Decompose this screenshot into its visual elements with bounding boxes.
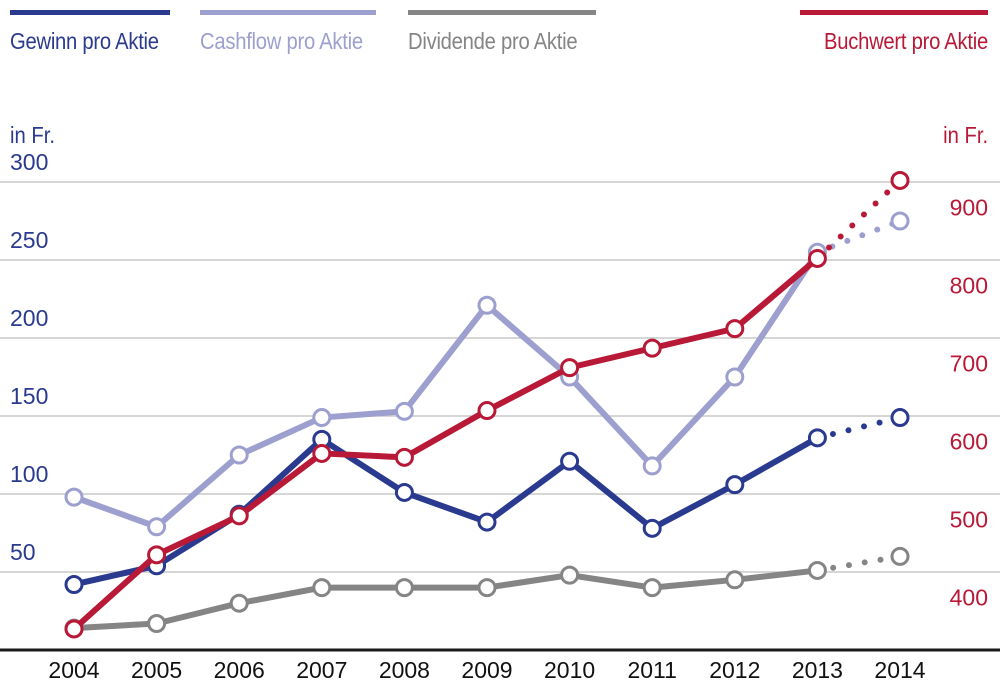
legend-label-buchwert: Buchwert pro Aktie	[823, 28, 988, 54]
legend-label-gewinn: Gewinn pro Aktie	[10, 28, 159, 54]
legend-dividende: Dividende pro Aktie	[408, 10, 596, 60]
data-point	[64, 574, 84, 594]
x-tick-label: 2010	[544, 657, 595, 683]
legend-gewinn: Gewinn pro Aktie	[10, 10, 170, 60]
data-point	[807, 428, 827, 448]
data-point	[890, 211, 910, 231]
data-point	[147, 613, 167, 633]
series-line	[71, 249, 821, 530]
data-point	[394, 482, 414, 502]
data-point	[890, 546, 910, 566]
right-tick-label: 700	[950, 351, 988, 377]
series-line	[71, 434, 821, 588]
data-point	[229, 445, 249, 465]
legend-buchwert: Buchwert pro Aktie	[800, 10, 988, 60]
data-point	[64, 487, 84, 507]
x-tick-label: 2011	[627, 657, 676, 683]
x-tick-label: 2009	[461, 657, 512, 683]
x-tick-label: 2005	[131, 657, 182, 683]
x-tick-label: 2008	[379, 657, 430, 683]
data-point	[477, 401, 497, 421]
left-tick-label: 50	[10, 539, 36, 565]
data-point	[64, 619, 84, 639]
x-tick-label: 2013	[792, 657, 843, 683]
legend-label-cashflow: Cashflow pro Aktie	[200, 28, 363, 54]
data-point	[394, 578, 414, 598]
series-gewinn	[64, 408, 910, 594]
data-point	[229, 593, 249, 613]
data-point	[642, 578, 662, 598]
data-point	[725, 475, 745, 495]
data-point	[890, 170, 910, 190]
legend-cashflow: Cashflow pro Aktie	[200, 10, 376, 60]
series-dividende	[64, 546, 910, 638]
legend-label-dividende: Dividende pro Aktie	[408, 28, 578, 54]
data-point	[807, 560, 827, 580]
data-point	[147, 545, 167, 565]
x-tick-label: 2012	[709, 657, 760, 683]
data-point	[725, 570, 745, 590]
data-point	[477, 578, 497, 598]
series-buchwert	[64, 170, 910, 639]
right-tick-label: 500	[950, 507, 988, 533]
x-tick-label: 2007	[296, 657, 347, 683]
data-point	[147, 517, 167, 537]
series-cashflow	[64, 211, 910, 537]
series-line	[71, 567, 821, 632]
right-tick-label: 800	[950, 273, 988, 299]
data-point	[642, 456, 662, 476]
right-tick-label: 600	[950, 429, 988, 455]
data-point	[312, 408, 332, 428]
series-line-estimate	[814, 414, 903, 441]
series-line	[71, 255, 821, 632]
data-point	[394, 447, 414, 467]
data-point	[560, 358, 580, 378]
data-point	[560, 565, 580, 585]
data-point	[477, 512, 497, 532]
right-tick-label: 900	[950, 195, 988, 221]
left-tick-label: 100	[10, 461, 48, 487]
series-line-estimate	[814, 177, 903, 262]
x-tick-label: 2006	[214, 657, 265, 683]
data-point	[642, 338, 662, 358]
data-point	[229, 506, 249, 526]
data-point	[477, 295, 497, 315]
data-point	[725, 367, 745, 387]
legend-swatch-cashflow	[200, 10, 376, 15]
left-tick-label: 300	[10, 149, 48, 175]
left-tick-label: 150	[10, 383, 48, 409]
right-tick-label: 400	[950, 585, 988, 611]
right-axis-unit: in Fr.	[943, 122, 988, 148]
data-point	[642, 518, 662, 538]
data-point	[725, 319, 745, 339]
data-point	[890, 408, 910, 428]
legend-swatch-buchwert	[800, 10, 988, 15]
data-point	[312, 443, 332, 463]
legend-swatch-gewinn	[10, 10, 170, 15]
left-tick-label: 200	[10, 305, 48, 331]
data-point	[312, 578, 332, 598]
data-point	[807, 248, 827, 268]
left-axis-unit: in Fr.	[10, 122, 55, 148]
left-tick-label: 250	[10, 227, 48, 253]
series-line-estimate	[814, 553, 903, 574]
legend-swatch-dividende	[408, 10, 596, 15]
data-point	[560, 451, 580, 471]
data-point	[394, 401, 414, 421]
x-tick-label: 2004	[48, 657, 99, 683]
x-tick-label: 2014	[874, 657, 925, 683]
